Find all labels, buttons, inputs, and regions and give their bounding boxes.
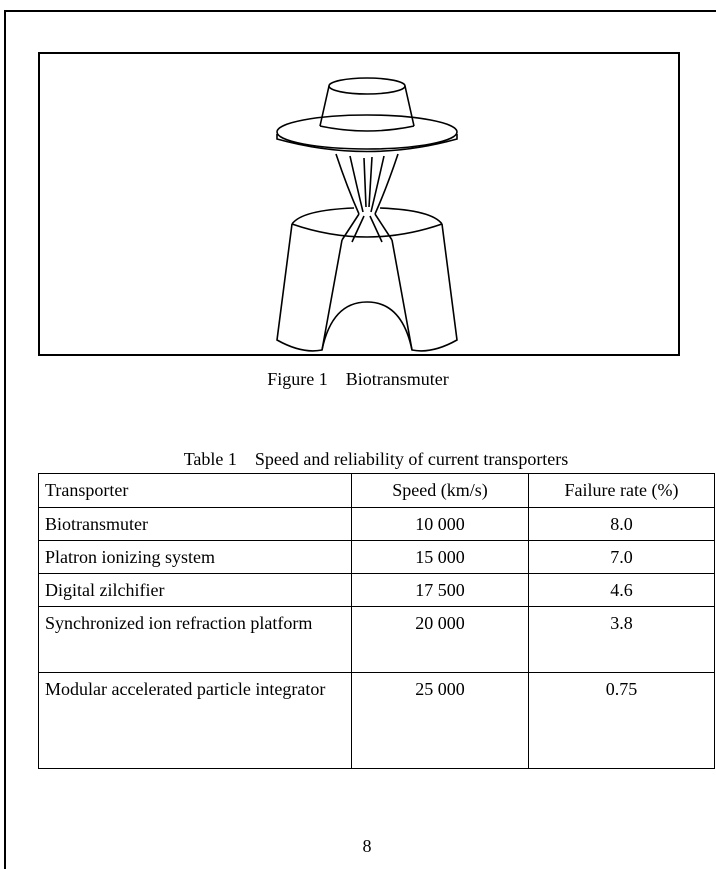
table-cell: Synchronized ion refraction platform	[39, 607, 352, 673]
figure-illustration	[40, 54, 678, 354]
header-cell: Speed (km/s)	[352, 474, 529, 508]
table-cell: Biotransmuter	[39, 508, 352, 541]
table-cell: 3.8	[529, 607, 715, 673]
page-root: {"figure": {"caption_label": "Figure 1",…	[0, 0, 716, 869]
table-caption: Table 1 Speed and reliability of current …	[38, 449, 714, 470]
figure-label: Figure 1	[267, 369, 328, 389]
table-label: Table 1	[184, 449, 237, 469]
table-cell: 25 000	[352, 673, 529, 769]
table-cell: 7.0	[529, 541, 715, 574]
table-title: Speed and reliability of current transpo…	[255, 449, 568, 469]
table-cell: 17 500	[352, 574, 529, 607]
table-cell: Modular accelerated particle integrator	[39, 673, 352, 769]
table-cell: 4.6	[529, 574, 715, 607]
figure-frame	[38, 52, 680, 356]
figure-caption: Figure 1 Biotransmuter	[0, 369, 716, 390]
page-number: 8	[0, 836, 716, 857]
table-cell: Platron ionizing system	[39, 541, 352, 574]
header-cell: Failure rate (%)	[529, 474, 715, 508]
table-cell: 0.75	[529, 673, 715, 769]
table-cell: 8.0	[529, 508, 715, 541]
figure-title: Biotransmuter	[346, 369, 449, 389]
table-cell: 20 000	[352, 607, 529, 673]
table-cell: 15 000	[352, 541, 529, 574]
table-cell: 10 000	[352, 508, 529, 541]
header-cell: Transporter	[39, 474, 352, 508]
table-cell: Digital zilchifier	[39, 574, 352, 607]
